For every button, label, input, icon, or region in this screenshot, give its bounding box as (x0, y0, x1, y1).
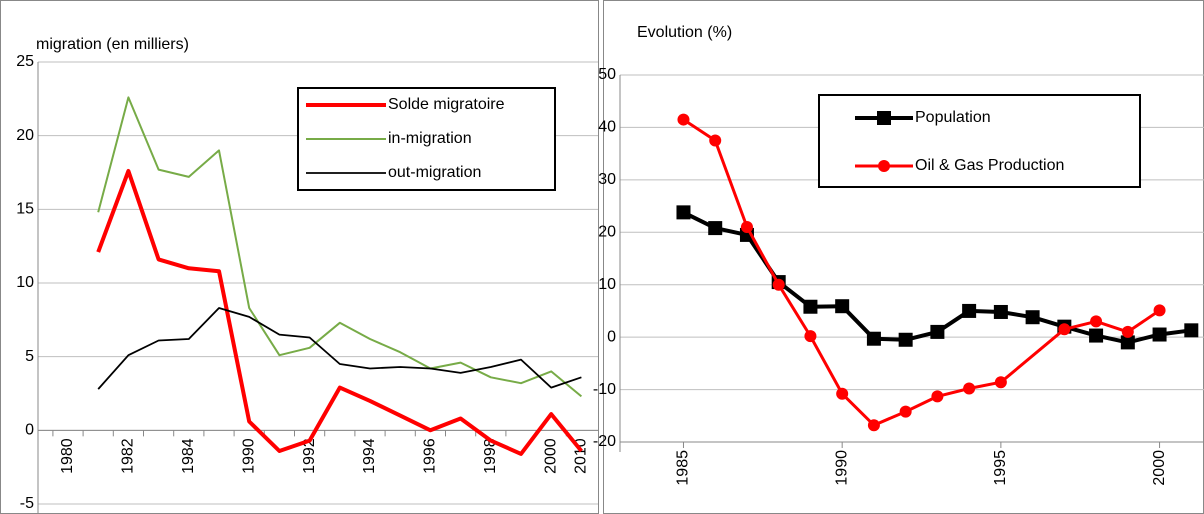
point (1089, 328, 1104, 343)
right-frame (603, 0, 1204, 514)
y-tick-label: 20 (598, 224, 616, 241)
point (993, 304, 1008, 319)
x-tick-label: 1998 (482, 438, 499, 474)
point (1058, 323, 1071, 336)
legend-marker (877, 111, 891, 125)
point (1025, 310, 1040, 325)
x-tick-label: 2000 (542, 438, 559, 474)
y-tick-label: 10 (598, 276, 616, 293)
chart-title: Evolution (%) (637, 24, 732, 41)
y-tick-label: -20 (593, 433, 616, 450)
series-line (97, 307, 582, 390)
point (676, 205, 691, 220)
y-tick-label: -10 (593, 381, 616, 398)
legend-label: Solde migratoire (388, 96, 505, 113)
point (740, 221, 753, 234)
point (866, 331, 881, 346)
point (962, 303, 977, 318)
point (709, 134, 722, 147)
y-tick-label: 5 (25, 348, 34, 365)
x-tick-label: 1992 (301, 438, 318, 474)
legend-label: Oil & Gas Production (915, 157, 1064, 174)
point (930, 324, 945, 339)
point (1090, 315, 1103, 328)
x-tick-label: 1995 (992, 450, 1009, 486)
x-tick-label: 1985 (675, 450, 692, 486)
x-tick-label: 1984 (180, 438, 197, 474)
point (963, 382, 976, 395)
point (1121, 325, 1134, 338)
y-tick-label: 30 (598, 171, 616, 188)
legend-label: Population (915, 109, 991, 126)
point (677, 113, 690, 126)
legend-box (818, 94, 1141, 188)
point (803, 299, 818, 314)
point (899, 405, 912, 418)
y-tick-label: 40 (598, 119, 616, 136)
x-tick-label: 1990 (833, 450, 850, 486)
left-frame (0, 0, 599, 514)
point (835, 299, 850, 314)
point (1120, 335, 1135, 350)
chart-title: migration (en milliers) (36, 36, 189, 53)
point (804, 330, 817, 343)
x-tick-label: 1996 (422, 438, 439, 474)
y-tick-label: 25 (16, 53, 34, 70)
legend-label: out-migration (388, 164, 481, 181)
x-tick-label: 2000 (1151, 450, 1168, 486)
y-tick-label: 50 (598, 66, 616, 83)
point (1184, 323, 1199, 338)
point (1153, 304, 1166, 317)
series-line (97, 96, 583, 398)
y-tick-label: 15 (16, 201, 34, 218)
point (836, 387, 849, 400)
y-tick-label: 0 (607, 328, 616, 345)
point (867, 419, 880, 432)
x-tick-label: 1982 (120, 438, 137, 474)
legend-marker (878, 160, 890, 172)
point (772, 278, 785, 291)
point (994, 376, 1007, 389)
y-tick-label: 10 (16, 274, 34, 291)
y-tick-label: -5 (20, 495, 34, 512)
x-tick-label: 1980 (59, 438, 76, 474)
series-line (96, 169, 583, 456)
point (1152, 327, 1167, 342)
legend-label: in-migration (388, 130, 472, 147)
y-tick-label: 0 (25, 422, 34, 439)
y-tick-label: 20 (16, 127, 34, 144)
x-tick-label: 1990 (240, 438, 257, 474)
point (708, 221, 723, 236)
x-tick-label: 1994 (361, 438, 378, 474)
point (898, 332, 913, 347)
point (931, 390, 944, 403)
